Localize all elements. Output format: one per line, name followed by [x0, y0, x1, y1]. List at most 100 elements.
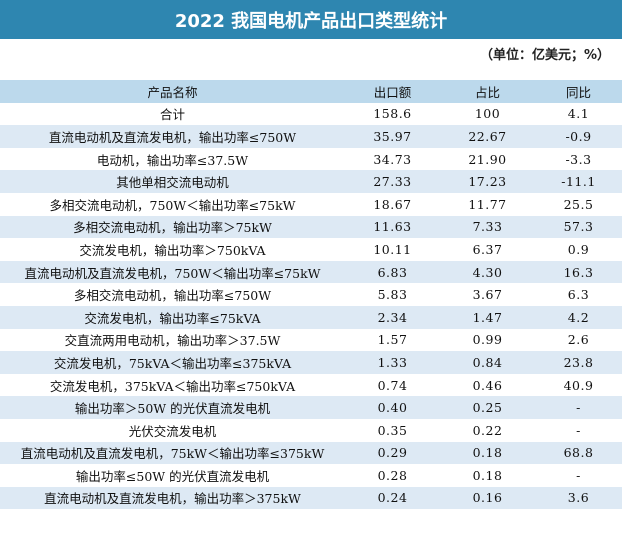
row-yoy: 4.1 — [567, 106, 590, 122]
row-export-value: 0.74 — [377, 377, 408, 393]
table-row: 电动机，输出功率≤37.5W 34.73 21.90 -3.3 — [0, 147, 622, 171]
row-product-name: 直流电动机及直流发电机，75kW＜输出功率≤375kW — [20, 446, 325, 462]
row-product-name: 直流电动机及直流发电机，750W＜输出功率≤75kW — [24, 265, 321, 281]
row-yoy: 2.6 — [567, 332, 590, 348]
page-title: 2022 我国电机产品出口类型统计 — [0, 0, 622, 39]
row-product-name: 交直流两用电动机，输出功率＞37.5W — [64, 333, 281, 349]
unit-label: （单位：亿美元；%） — [479, 48, 610, 63]
row-share: 7.33 — [472, 219, 503, 235]
row-share: 21.90 — [468, 151, 507, 167]
table-row: 其他单相交流电动机 27.33 17.23 -11.1 — [0, 170, 622, 193]
row-export-value: 0.24 — [377, 490, 408, 506]
table-row: 合计 158.6 100 4.1 — [0, 102, 622, 126]
row-export-value: 27.33 — [373, 174, 412, 190]
row-export-value: 0.28 — [377, 467, 408, 483]
row-export-value: 0.35 — [377, 422, 408, 438]
table-row: 输出功率≤50W 的光伏直流发电机 0.28 0.18 - — [0, 464, 622, 487]
row-share: 0.22 — [472, 422, 503, 438]
table-row: 直流电动机及直流发电机，输出功率≤750W 35.97 22.67 -0.9 — [0, 125, 622, 148]
row-share: 0.18 — [472, 445, 503, 461]
export-table: 产品名称 出口额 占比 同比 合计 158.6 100 4.1 直流电动机及直流发电机，… — [0, 80, 622, 510]
row-share: 1.47 — [472, 309, 503, 325]
table-row: 多相交流电动机，输出功率＞75kW 11.63 7.33 57.3 — [0, 215, 622, 239]
row-product-name: 交流发电机，输出功率＞750kVA — [79, 242, 266, 258]
row-product-name: 交流发电机，75kVA＜输出功率≤375kVA — [53, 355, 292, 371]
row-yoy: -3.3 — [565, 151, 592, 167]
row-yoy: 23.8 — [563, 354, 594, 370]
row-yoy: 68.8 — [563, 445, 594, 461]
row-yoy: - — [576, 422, 581, 438]
row-share: 0.84 — [472, 354, 503, 370]
table-row: 多相交流电动机，750W＜输出功率≤75kW 18.67 11.77 25.5 — [0, 192, 622, 216]
row-yoy: -11.1 — [561, 174, 596, 190]
table-row: 多相交流电动机，输出功率≤750W 5.83 3.67 6.3 — [0, 283, 622, 306]
row-product-name: 电动机，输出功率≤37.5W — [96, 152, 249, 168]
row-yoy: 0.9 — [567, 241, 590, 257]
row-yoy: 25.5 — [563, 196, 594, 212]
table-row: 光伏交流发电机 0.35 0.22 - — [0, 418, 622, 442]
row-export-value: 0.40 — [377, 400, 408, 416]
row-product-name: 交流发电机，375kVA＜输出功率≤750kVA — [49, 378, 296, 394]
header-product-name: 产品名称 — [147, 84, 198, 100]
header-share: 占比 — [474, 84, 500, 100]
row-product-name: 多相交流电动机，输出功率≤750W — [73, 288, 272, 304]
row-export-value: 5.83 — [377, 287, 408, 303]
row-yoy: 57.3 — [563, 219, 594, 235]
row-export-value: 0.29 — [377, 445, 408, 461]
row-share: 100 — [474, 106, 501, 122]
row-export-value: 10.11 — [373, 241, 412, 257]
table-header-row: 产品名称 出口额 占比 同比 — [0, 80, 622, 103]
row-share: 3.67 — [472, 287, 503, 303]
row-export-value: 34.73 — [373, 151, 412, 167]
row-share: 4.30 — [472, 264, 503, 280]
row-yoy: -0.9 — [565, 128, 592, 144]
row-export-value: 35.97 — [373, 128, 412, 144]
row-share: 0.99 — [472, 332, 503, 348]
table-row: 交流发电机，75kVA＜输出功率≤375kVA 1.33 0.84 23.8 — [0, 351, 622, 374]
table-row: 交流发电机，输出功率≤75kVA 2.34 1.47 4.2 — [0, 305, 622, 329]
table-row: 交流发电机，输出功率＞750kVA 10.11 6.37 0.9 — [0, 238, 622, 261]
row-export-value: 6.83 — [377, 264, 408, 280]
table-row: 交直流两用电动机，输出功率＞37.5W 1.57 0.99 2.6 — [0, 328, 622, 352]
row-export-value: 158.6 — [373, 106, 412, 122]
row-yoy: 3.6 — [567, 490, 590, 506]
row-product-name: 多相交流电动机，输出功率＞75kW — [73, 220, 272, 236]
row-share: 17.23 — [468, 174, 507, 190]
row-yoy: - — [576, 400, 581, 416]
row-yoy: 40.9 — [563, 377, 594, 393]
header-export-value: 出口额 — [373, 84, 412, 100]
row-share: 0.25 — [472, 400, 503, 416]
row-export-value: 2.34 — [377, 309, 408, 325]
row-share: 6.37 — [472, 241, 503, 257]
row-export-value: 1.57 — [377, 332, 408, 348]
row-share: 0.18 — [472, 467, 503, 483]
row-yoy: 4.2 — [567, 309, 590, 325]
row-yoy: 6.3 — [567, 287, 590, 303]
row-product-name: 其他单相交流电动机 — [116, 175, 229, 191]
row-product-name: 直流电动机及直流发电机，输出功率＞375kW — [44, 491, 301, 507]
row-export-value: 1.33 — [377, 354, 408, 370]
row-yoy: 16.3 — [563, 264, 594, 280]
table-row: 输出功率＞50W 的光伏直流发电机 0.40 0.25 - — [0, 396, 622, 419]
row-export-value: 11.63 — [373, 219, 412, 235]
row-product-name: 合计 — [159, 107, 185, 123]
row-product-name: 直流电动机及直流发电机，输出功率≤750W — [48, 129, 297, 145]
row-product-name: 交流发电机，输出功率≤75kVA — [84, 310, 261, 326]
row-share: 0.16 — [472, 490, 503, 506]
row-yoy: - — [576, 467, 581, 483]
row-product-name: 多相交流电动机，750W＜输出功率≤75kW — [49, 197, 296, 213]
row-product-name: 光伏交流发电机 — [128, 423, 217, 439]
row-product-name: 输出功率≤50W 的光伏直流发电机 — [75, 468, 270, 484]
table-body: 合计 158.6 100 4.1 直流电动机及直流发电机，输出功率≤750W 35.97 2… — [0, 102, 622, 510]
table-row: 直流电动机及直流发电机，75kW＜输出功率≤375kW 0.29 0.18 68.8 — [0, 441, 622, 465]
row-share: 11.77 — [468, 196, 507, 212]
row-share: 0.46 — [472, 377, 503, 393]
row-export-value: 18.67 — [373, 196, 412, 212]
table-row: 交流发电机，375kVA＜输出功率≤750kVA 0.74 0.46 40.9 — [0, 373, 622, 397]
table-row: 直流电动机及直流发电机，输出功率＞375kW 0.24 0.16 3.6 — [0, 486, 622, 510]
header-yoy: 同比 — [565, 84, 591, 100]
row-share: 22.67 — [468, 128, 507, 144]
table-row: 直流电动机及直流发电机，750W＜输出功率≤75kW 6.83 4.30 16.3 — [0, 260, 622, 284]
row-product-name: 输出功率＞50W 的光伏直流发电机 — [74, 401, 271, 417]
